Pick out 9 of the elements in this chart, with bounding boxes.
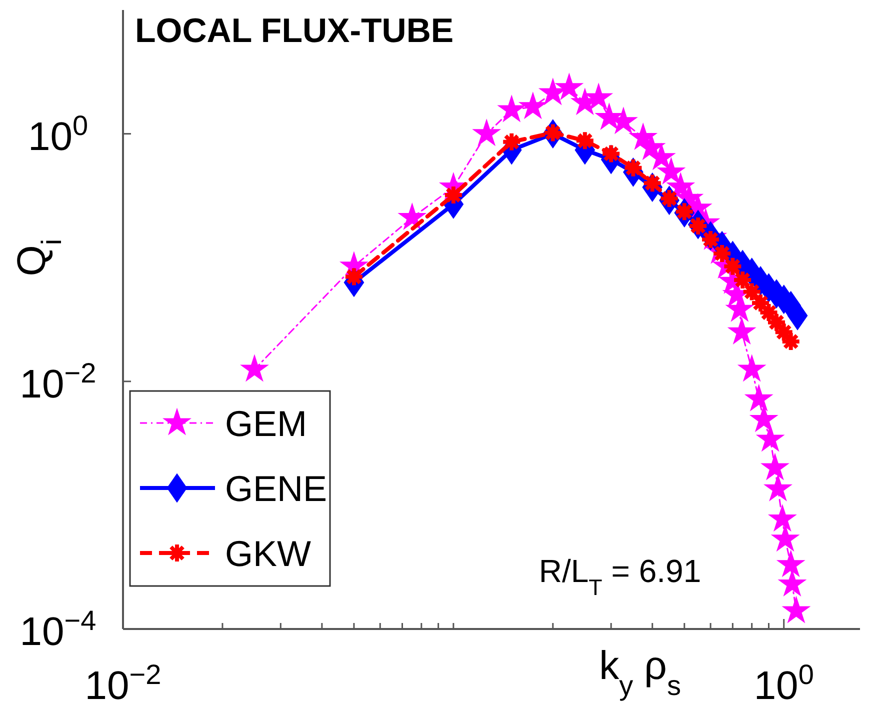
legend-label: GKW [225, 533, 312, 574]
x-axis-title: k$_{y}$ ρ$_{s}$ [599, 644, 681, 700]
chart-title: LOCAL FLUX-TUBE [135, 12, 454, 50]
y-tick-label: 10$^{0}$ [28, 109, 88, 159]
y-tick-label: 10$^{−4}$ [20, 604, 96, 654]
legend-label: GENE [225, 468, 328, 509]
y-tick-label: 10$^{−2}$ [20, 356, 96, 406]
annotation: R/L$_{T}$ = 6.91 [538, 553, 702, 600]
legend-label: GEM [225, 403, 308, 444]
